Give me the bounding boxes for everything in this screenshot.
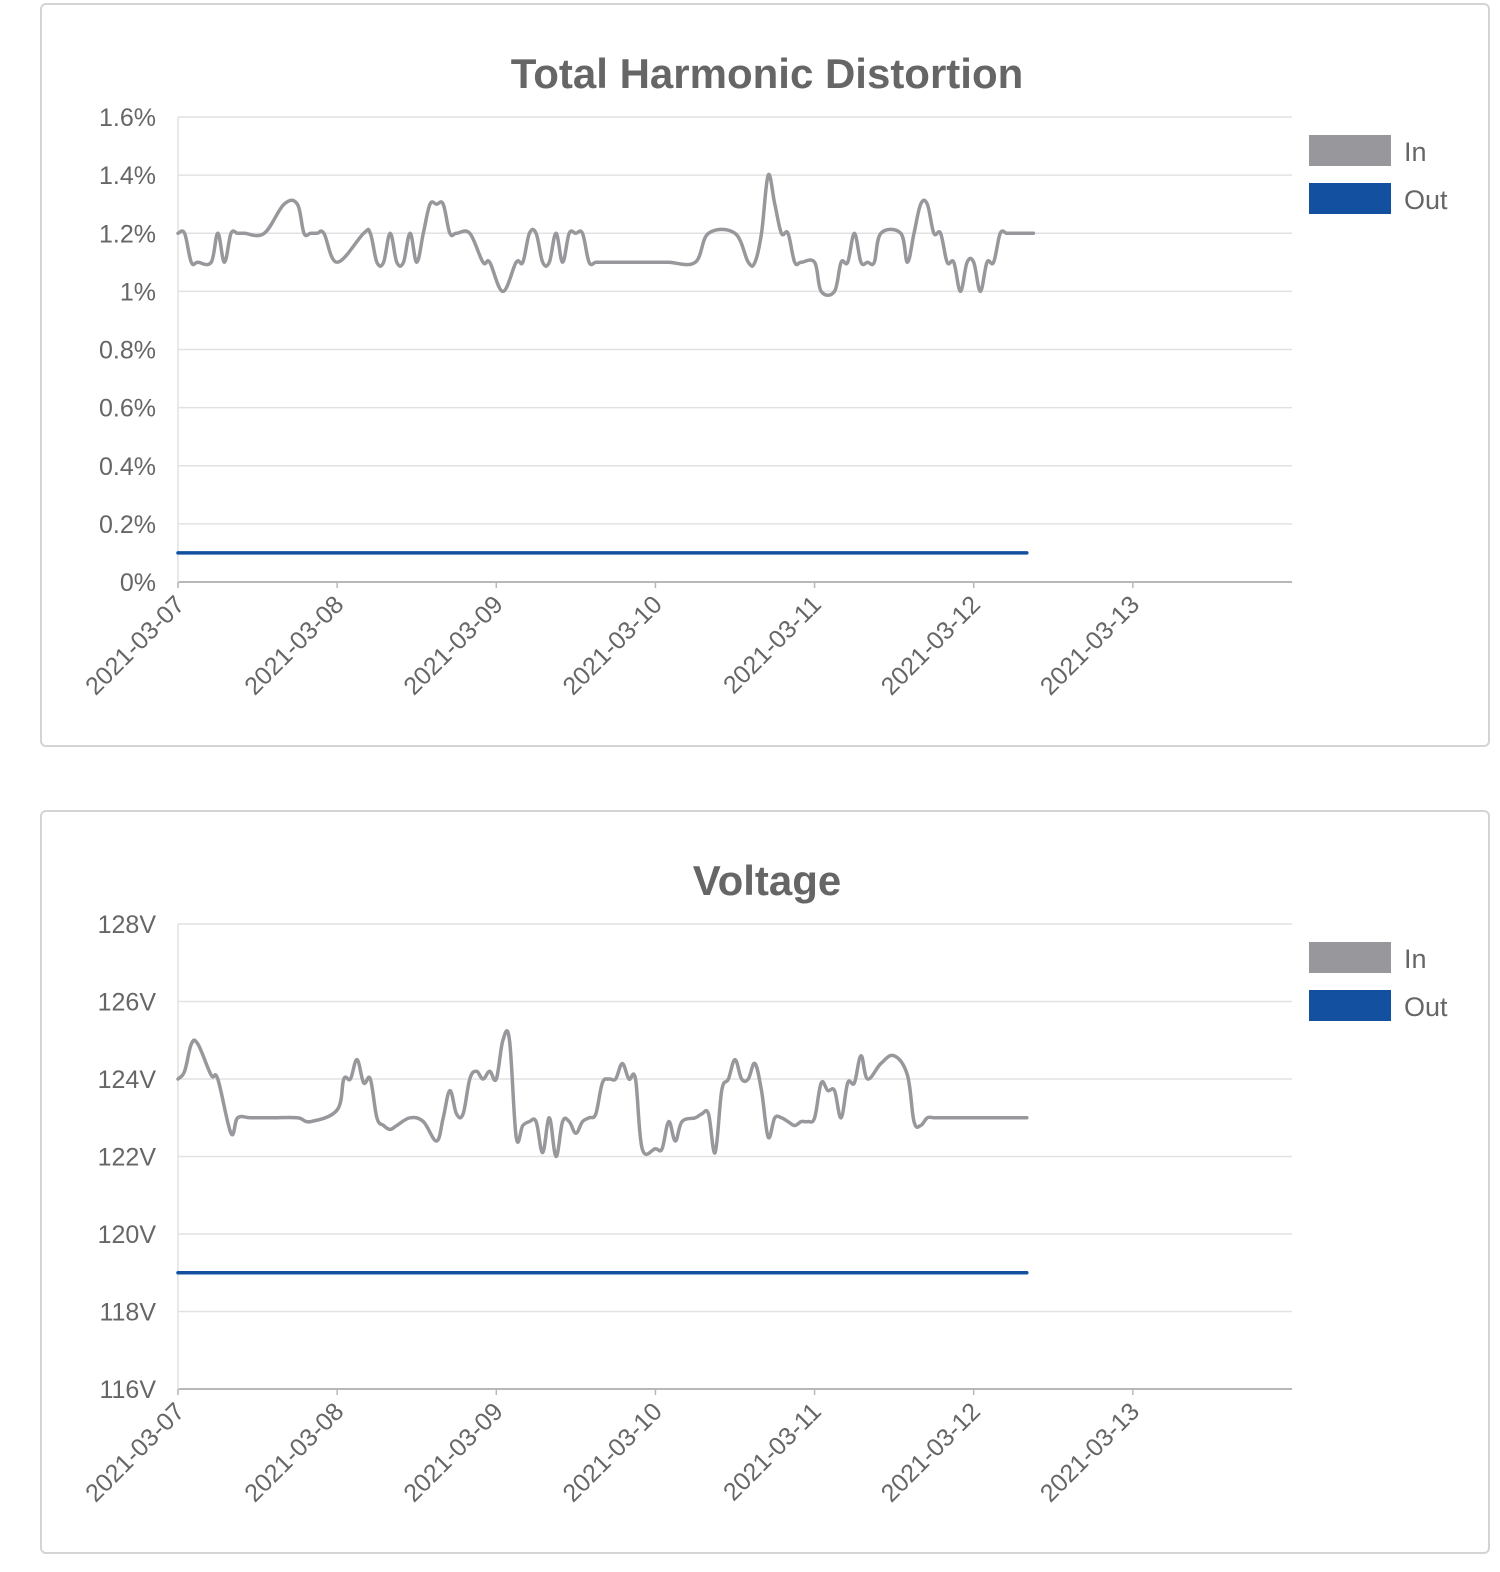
x-tick-label: 2021-03-07	[80, 590, 190, 700]
series-line-in	[176, 1029, 1029, 1159]
y-tick-label: 1%	[120, 278, 156, 306]
legend-swatch-out[interactable]	[1309, 183, 1391, 214]
x-tick-label: 2021-03-13	[1035, 1397, 1145, 1507]
y-tick-label: 0%	[120, 569, 156, 597]
y-tick-label: 0.2%	[99, 511, 156, 539]
x-tick-label: 2021-03-12	[876, 590, 986, 700]
x-tick-label: 2021-03-13	[1035, 590, 1145, 700]
x-tick-label: 2021-03-09	[398, 1397, 508, 1507]
y-tick-label: 0.6%	[99, 395, 156, 423]
thd-chart-panel: Total Harmonic Distortion 0% 0.2% 0.4% 0.6% 0…	[40, 3, 1490, 747]
voltage-chart: Voltage 116V 118V 120V 122V 124V 126V 128V 2021-…	[80, 857, 1448, 1508]
y-tick-label: 0.8%	[99, 337, 156, 365]
series-line-in	[176, 172, 1036, 298]
legend-swatch-in[interactable]	[1309, 135, 1391, 166]
x-tick-label: 2021-03-08	[239, 590, 349, 700]
y-tick-label: 0.4%	[99, 453, 156, 481]
x-tick-label: 2021-03-10	[557, 590, 667, 700]
chart-title: Voltage	[693, 857, 842, 904]
y-tick-label: 1.2%	[99, 220, 156, 248]
y-tick-label: 124V	[98, 1066, 157, 1094]
thd-chart: Total Harmonic Distortion 0% 0.2% 0.4% 0.6% 0…	[80, 50, 1448, 701]
y-tick-label: 118V	[99, 1299, 156, 1327]
legend-label-out[interactable]: Out	[1404, 992, 1448, 1022]
y-tick-label: 120V	[98, 1221, 157, 1249]
legend-label-in[interactable]: In	[1404, 137, 1427, 167]
chart-title: Total Harmonic Distortion	[511, 50, 1024, 97]
legend-swatch-in[interactable]	[1309, 942, 1391, 973]
y-tick-label: 116V	[99, 1376, 156, 1404]
y-tick-label: 1.4%	[99, 162, 156, 190]
x-tick-label: 2021-03-11	[718, 590, 827, 699]
voltage-chart-panel: Voltage 116V 118V 120V 122V 124V 126V 128V 2021-…	[40, 810, 1490, 1554]
y-tick-label: 122V	[98, 1144, 157, 1172]
x-tick-label: 2021-03-10	[557, 1397, 667, 1507]
legend-label-out[interactable]: Out	[1404, 185, 1448, 215]
x-tick-label: 2021-03-07	[80, 1397, 190, 1507]
x-tick-label: 2021-03-08	[239, 1397, 349, 1507]
y-tick-label: 128V	[98, 911, 157, 939]
legend-swatch-out[interactable]	[1309, 990, 1391, 1021]
y-tick-label: 1.6%	[99, 104, 156, 132]
x-tick-label: 2021-03-09	[398, 590, 508, 700]
y-tick-label: 126V	[98, 989, 157, 1017]
x-tick-label: 2021-03-11	[718, 1397, 827, 1506]
x-tick-label: 2021-03-12	[876, 1397, 986, 1507]
legend-label-in[interactable]: In	[1404, 944, 1427, 974]
